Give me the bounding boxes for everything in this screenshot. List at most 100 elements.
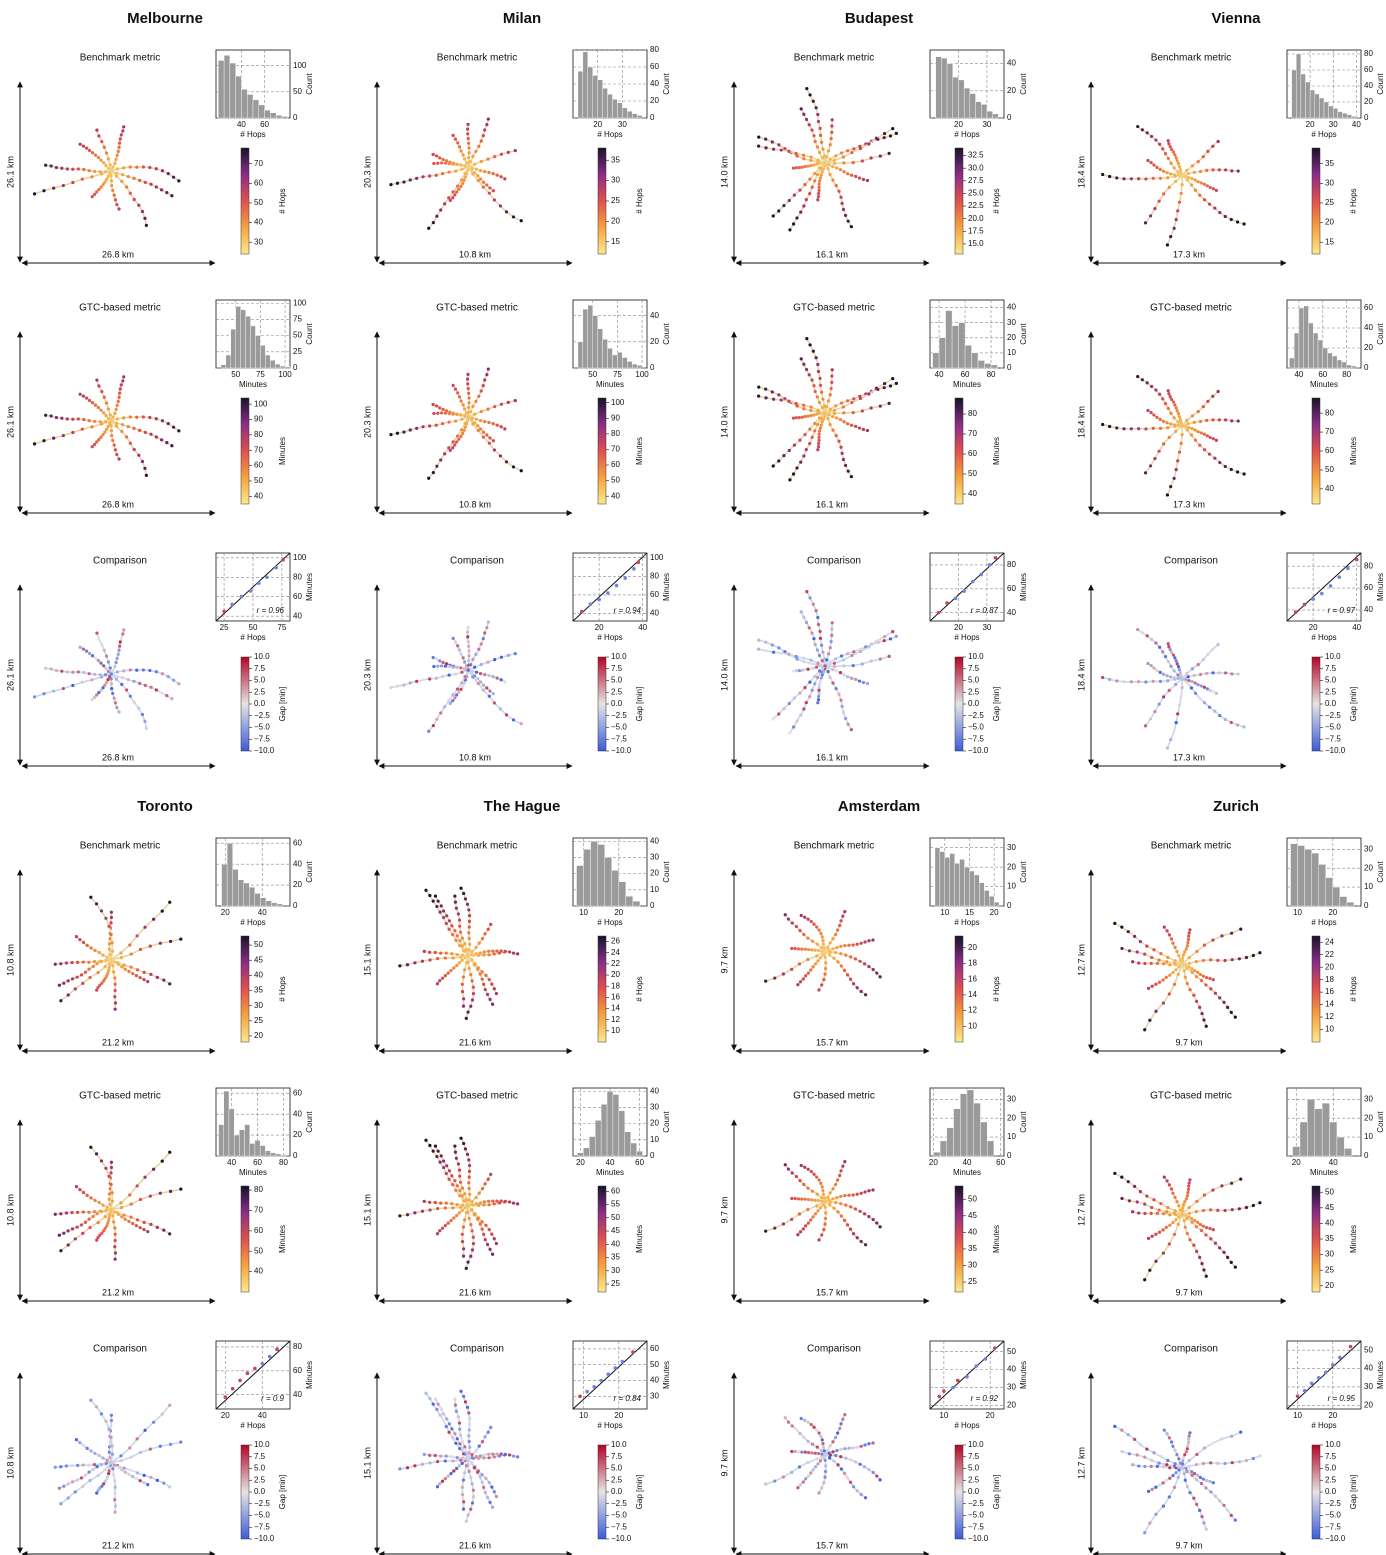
stop — [459, 163, 462, 166]
stop — [787, 1167, 790, 1170]
colorbar-tick-label: 40 — [254, 491, 263, 500]
stop — [1198, 697, 1201, 700]
histogram-bar — [965, 345, 971, 368]
stop — [488, 436, 491, 439]
stop — [111, 1467, 114, 1470]
stop — [450, 952, 453, 955]
height-label: 20.3 km — [362, 406, 372, 438]
stop — [1167, 142, 1170, 145]
stop — [448, 412, 451, 415]
colorbar — [241, 398, 249, 504]
stop — [461, 1486, 464, 1489]
stop — [838, 1427, 841, 1430]
stop — [1154, 1010, 1157, 1013]
stop — [110, 1161, 113, 1164]
histogram-bar — [234, 1135, 239, 1156]
width-label: 21.2 km — [102, 1540, 134, 1550]
stop — [116, 670, 119, 673]
stop — [105, 1462, 108, 1465]
stop — [114, 1486, 117, 1489]
stop — [1173, 416, 1176, 419]
stop — [807, 918, 810, 921]
stop — [866, 179, 869, 182]
stop — [773, 1226, 776, 1229]
stop — [89, 1146, 92, 1149]
y-tick-label: 20 — [293, 1130, 302, 1139]
stop — [840, 452, 843, 455]
stop — [1181, 1213, 1184, 1216]
colorbar-label: Gap [min] — [635, 1475, 644, 1510]
stop — [142, 1481, 145, 1484]
colorbar-tick-label: −10.0 — [968, 746, 989, 755]
stop — [827, 399, 830, 402]
stop — [503, 427, 506, 430]
histogram-bar — [955, 863, 960, 906]
stop — [492, 439, 495, 442]
stop — [82, 671, 85, 674]
stop — [463, 667, 466, 670]
stop — [458, 145, 461, 148]
stop — [444, 1477, 447, 1480]
stop — [54, 1466, 57, 1469]
histogram-bar — [601, 1104, 607, 1156]
stop — [98, 1454, 101, 1457]
stop — [800, 107, 803, 110]
stop — [1230, 1261, 1233, 1264]
scatter-point — [1294, 610, 1298, 614]
stop — [1215, 189, 1218, 192]
stop — [464, 1400, 467, 1403]
stop — [488, 1456, 491, 1459]
stop — [1162, 1465, 1165, 1468]
stop — [839, 952, 842, 955]
stop — [479, 1201, 482, 1204]
stop — [1159, 671, 1162, 674]
stop — [1156, 1212, 1159, 1215]
colorbar-label: Gap [min] — [278, 1475, 287, 1510]
stop — [438, 1229, 441, 1232]
stop — [424, 1139, 427, 1142]
stop — [818, 682, 821, 685]
height-label: 26.1 km — [5, 406, 15, 438]
stop — [432, 724, 435, 727]
histogram-bar — [617, 352, 622, 368]
colorbar-tick-label: 22 — [1325, 950, 1334, 959]
stop — [93, 1452, 96, 1455]
stop — [128, 1193, 131, 1196]
stop — [99, 186, 102, 189]
stop — [777, 393, 780, 396]
stop — [471, 1203, 474, 1206]
stop — [456, 687, 459, 690]
colorbar-tick-label: 70 — [1325, 427, 1334, 436]
stop — [846, 1223, 849, 1226]
stop — [450, 1202, 453, 1205]
stop — [807, 1421, 810, 1424]
stop — [1190, 177, 1193, 180]
height-label: 10.8 km — [5, 1194, 15, 1226]
histogram-bar — [1310, 90, 1315, 118]
correlation-label: r = 0.87 — [971, 606, 999, 615]
stop — [1165, 960, 1168, 963]
stop — [471, 1248, 474, 1251]
stop — [463, 942, 466, 945]
stop — [440, 664, 443, 667]
stop — [1209, 436, 1212, 439]
stop — [810, 1451, 813, 1454]
stop — [888, 152, 891, 155]
y-tick-label: 40 — [1007, 59, 1016, 68]
stop — [138, 682, 141, 685]
stop — [444, 1459, 447, 1462]
stop — [1168, 974, 1171, 977]
colorbar-tick-label: 25 — [1325, 198, 1334, 207]
stop — [839, 168, 842, 171]
stop — [831, 1197, 834, 1200]
stop — [830, 131, 833, 134]
stop — [1230, 1011, 1233, 1014]
scatter-point — [994, 556, 998, 560]
stop — [1202, 1462, 1205, 1465]
stop — [875, 387, 878, 390]
stop — [168, 1232, 171, 1235]
stop — [465, 1464, 468, 1467]
stop — [800, 610, 803, 613]
stop — [71, 671, 74, 674]
stop — [97, 156, 100, 159]
